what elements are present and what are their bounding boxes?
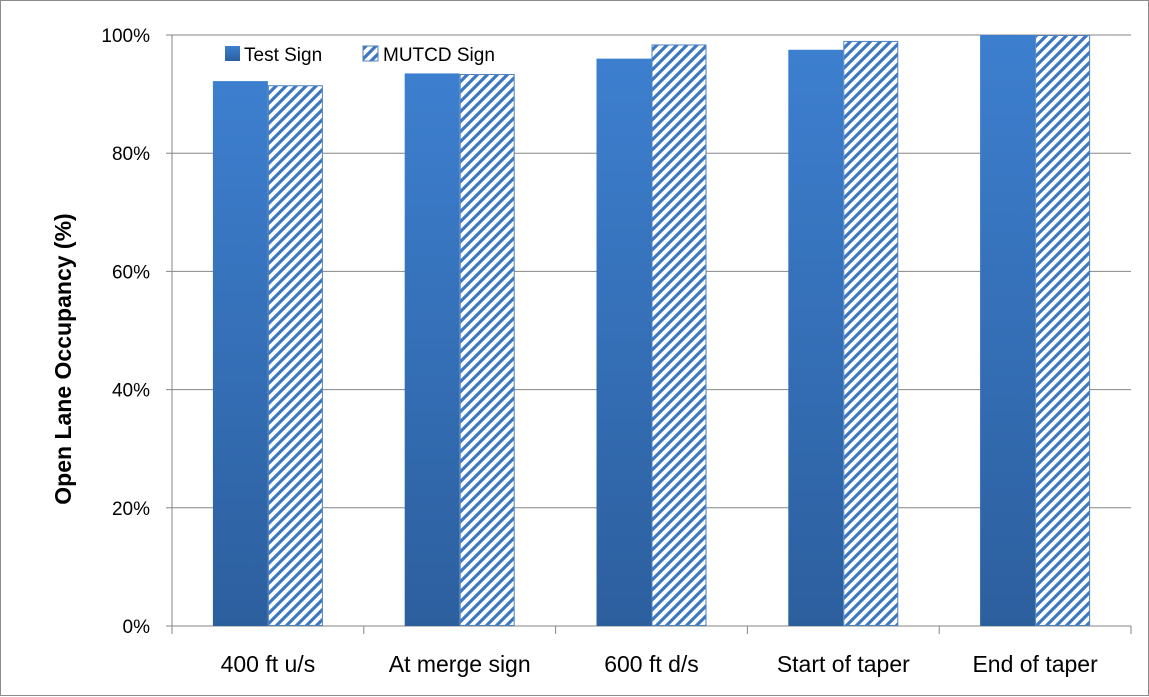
- bar-mutcd-sign: [267, 85, 323, 627]
- bars: [212, 35, 1091, 627]
- bar-mutcd-sign: [459, 74, 515, 627]
- bar-test-sign: [212, 81, 268, 626]
- bar-test-sign: [596, 58, 652, 626]
- y-tick-label: 100%: [101, 26, 150, 47]
- legend-swatch-mutcd-sign: [362, 45, 379, 62]
- x-tick-label: 600 ft d/s: [604, 651, 699, 677]
- bar-test-sign: [404, 73, 460, 627]
- y-tick-label: 40%: [112, 381, 150, 402]
- y-tick-label: 80%: [112, 144, 150, 165]
- y-axis-title: Open Lane Occupancy (%): [50, 213, 76, 504]
- x-tick-label: End of taper: [972, 651, 1098, 677]
- axis-labels: 0% 20% 40% 60% 80% 100% 400 ft u/s At merge sig…: [101, 26, 1098, 677]
- bar-test-sign: [788, 49, 844, 626]
- legend-label-mutcd-sign: MUTCD Sign: [383, 45, 495, 66]
- y-tick-label: 20%: [112, 499, 150, 520]
- x-tick-label: At merge sign: [389, 651, 531, 677]
- x-tick-label: 400 ft u/s: [221, 651, 316, 677]
- legend-swatch-test-sign: [225, 46, 240, 61]
- legend: Test Sign MUTCD Sign: [225, 45, 495, 66]
- x-tick-label: Start of taper: [777, 651, 910, 677]
- bar-mutcd-sign: [651, 44, 707, 627]
- bar-mutcd-sign: [1035, 35, 1091, 626]
- bar-mutcd-sign: [843, 40, 899, 627]
- y-tick-label: 60%: [112, 262, 150, 283]
- bar-test-sign: [980, 35, 1036, 626]
- legend-label-test-sign: Test Sign: [244, 45, 322, 66]
- y-tick-label: 0%: [123, 617, 151, 638]
